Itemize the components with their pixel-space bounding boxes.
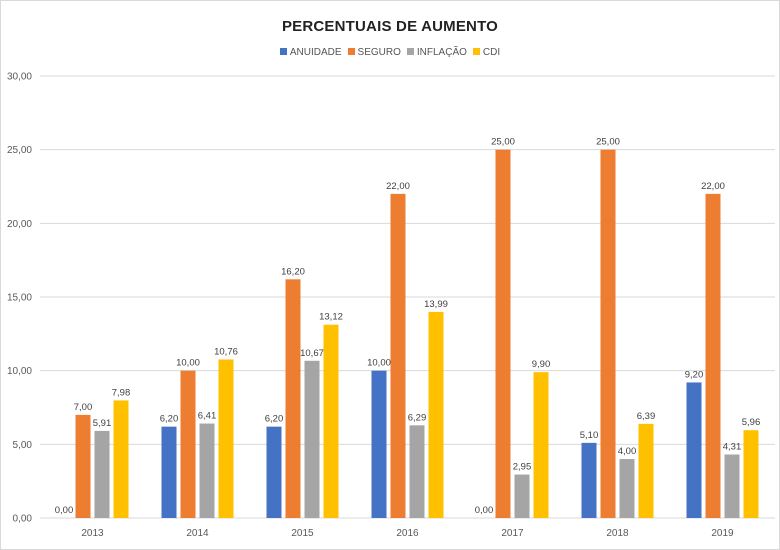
x-tick-label: 2017 [501, 528, 524, 539]
bar-anuidade-2015 [266, 426, 282, 518]
legend-item-2: INFLAÇÃO [406, 47, 467, 58]
data-label: 4,31 [723, 441, 742, 452]
bar-inflação-2019 [724, 454, 740, 518]
data-label: 13,99 [424, 299, 448, 310]
bar-seguro-2014 [180, 370, 196, 518]
bar-seguro-2018 [600, 149, 616, 518]
bar-anuidade-2014 [161, 426, 177, 518]
data-label: 9,90 [532, 359, 551, 370]
bar-inflação-2013 [94, 430, 110, 518]
data-label: 0,00 [475, 505, 494, 516]
x-tick-label: 2018 [606, 528, 629, 539]
bar-seguro-2016 [390, 193, 406, 518]
x-tick-label: 2013 [81, 528, 104, 539]
data-label: 22,00 [386, 181, 410, 192]
data-label: 7,00 [74, 402, 93, 413]
legend-item-0: ANUIDADE [279, 47, 342, 58]
bar-seguro-2015 [285, 279, 301, 518]
data-label: 6,39 [637, 411, 656, 422]
bar-inflação-2016 [409, 425, 425, 518]
x-tick-label: 2016 [396, 528, 419, 539]
data-label: 25,00 [491, 137, 515, 148]
y-tick-label: 25,00 [7, 145, 32, 156]
bar-anuidade-2018 [581, 442, 597, 518]
bar-inflação-2017 [514, 474, 530, 518]
bar-anuidade-2019 [686, 382, 702, 518]
data-label: 10,00 [176, 358, 200, 369]
legend-item-3: CDI [472, 47, 501, 58]
data-label: 6,20 [160, 414, 179, 425]
data-label: 6,41 [198, 411, 217, 422]
legend-swatch [472, 48, 480, 55]
data-label: 9,20 [685, 369, 704, 380]
y-tick-label: 10,00 [7, 366, 32, 377]
legend-label: INFLAÇÃO [416, 47, 467, 58]
data-label: 10,76 [214, 346, 238, 357]
data-label: 6,29 [408, 412, 427, 423]
bar-cdi-2016 [428, 311, 444, 518]
bar-cdi-2015 [323, 324, 339, 518]
bar-cdi-2013 [113, 400, 129, 518]
data-label: 22,00 [701, 181, 725, 192]
bar-seguro-2017 [495, 149, 511, 518]
legend-label: ANUIDADE [289, 47, 342, 58]
data-label: 7,98 [112, 387, 131, 398]
x-tick-label: 2019 [711, 528, 734, 539]
bar-inflação-2014 [199, 423, 215, 518]
data-label: 16,20 [281, 266, 305, 277]
data-label: 5,10 [580, 430, 599, 441]
bar-anuidade-2016 [371, 370, 387, 518]
data-label: 0,00 [55, 505, 74, 516]
y-tick-label: 15,00 [7, 293, 32, 304]
data-label: 10,67 [300, 348, 324, 359]
data-label: 2,95 [513, 462, 532, 473]
chart-title: PERCENTUAIS DE AUMENTO [281, 18, 499, 35]
legend-swatch [406, 48, 414, 55]
legend-swatch [347, 48, 355, 55]
data-label: 5,91 [93, 418, 112, 429]
y-tick-label: 30,00 [7, 72, 32, 83]
bar-seguro-2019 [705, 193, 721, 518]
legend-item-1: SEGURO [347, 47, 401, 58]
bar-cdi-2014 [218, 359, 234, 518]
data-label: 13,12 [319, 312, 343, 323]
chart-legend: ANUIDADE SEGURO INFLAÇÃO CDI [0, 47, 780, 58]
legend-label: SEGURO [357, 47, 401, 58]
bar-cdi-2018 [638, 423, 654, 518]
legend-swatch [279, 48, 287, 55]
y-tick-label: 20,00 [7, 219, 32, 230]
data-label: 25,00 [596, 137, 620, 148]
y-tick-label: 0,00 [13, 514, 33, 525]
data-label: 5,96 [742, 417, 761, 428]
bar-inflação-2018 [619, 459, 635, 518]
bar-seguro-2013 [75, 414, 91, 518]
bar-inflação-2015 [304, 360, 320, 518]
bar-cdi-2019 [743, 430, 759, 518]
data-label: 10,00 [367, 358, 391, 369]
legend-label: CDI [482, 47, 501, 58]
data-label: 6,20 [265, 414, 284, 425]
y-tick-label: 5,00 [13, 440, 33, 451]
data-label: 4,00 [618, 446, 637, 457]
x-tick-label: 2014 [186, 528, 209, 539]
bar-cdi-2017 [533, 372, 549, 518]
x-tick-label: 2015 [291, 528, 314, 539]
